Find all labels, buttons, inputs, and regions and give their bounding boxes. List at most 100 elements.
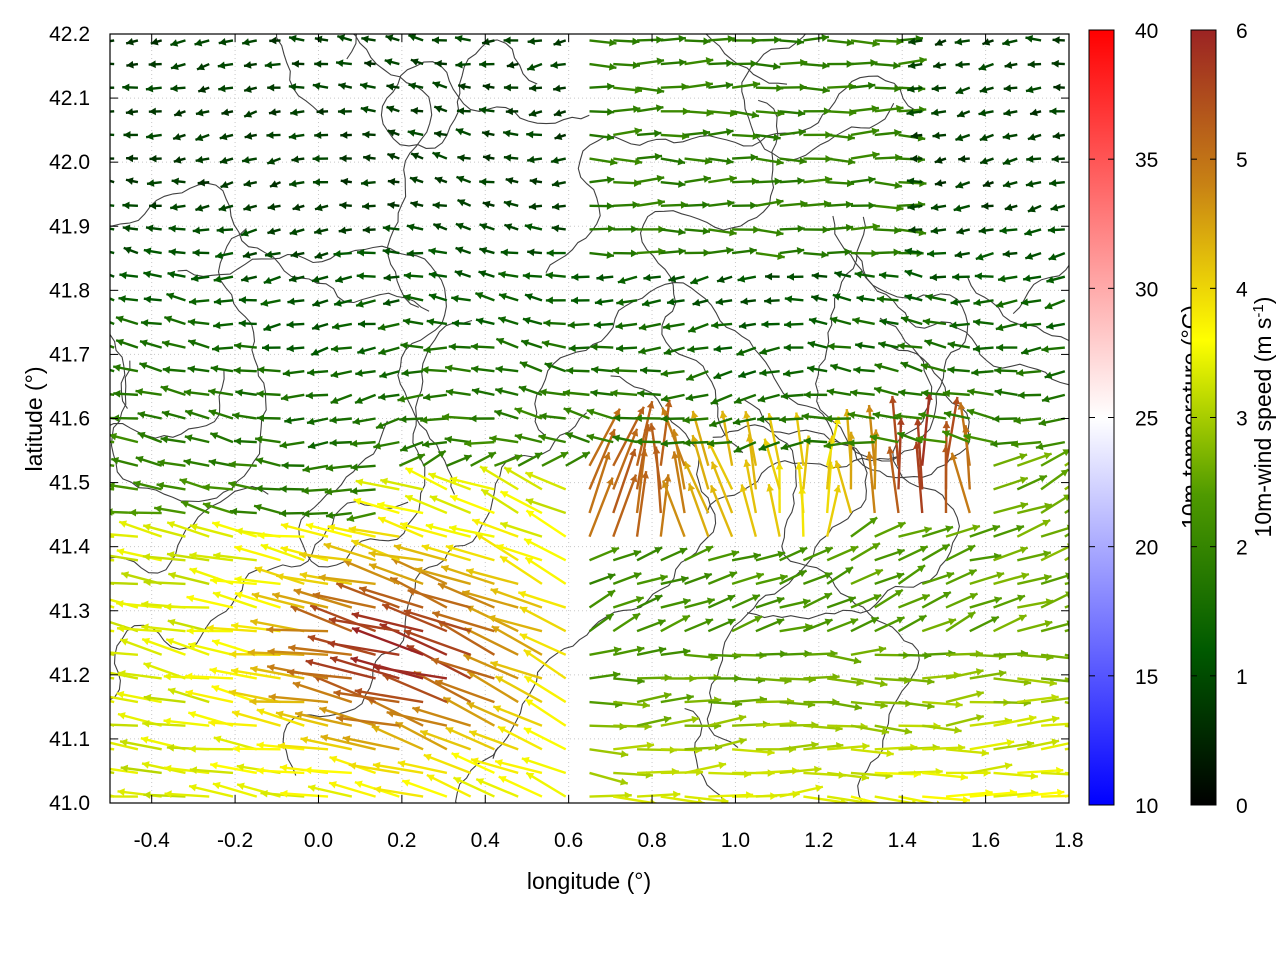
wind-vector	[324, 487, 352, 496]
wind-vector	[755, 198, 784, 208]
wind-vector	[613, 225, 639, 234]
wind-vector	[188, 745, 234, 753]
y-tick-label: 41.9	[49, 215, 90, 238]
wind-vector	[873, 386, 899, 397]
wind-vector	[110, 456, 139, 467]
wind-vector	[1016, 452, 1053, 467]
wind-vector	[189, 766, 234, 775]
wind-vector	[978, 62, 994, 71]
wind-vector	[1020, 298, 1042, 307]
wind-vector	[338, 82, 353, 90]
wind-vector	[944, 396, 961, 466]
wind-vector	[963, 433, 994, 444]
wind-vector	[470, 757, 519, 775]
wind-vector	[684, 201, 710, 209]
wind-vector	[190, 274, 210, 283]
wind-vector	[362, 202, 376, 211]
wind-vector	[452, 776, 495, 798]
wind-vector	[874, 572, 905, 586]
wind-vector	[325, 464, 352, 472]
wind-vector	[950, 298, 970, 306]
wind-vector	[218, 84, 234, 93]
wind-vector	[356, 346, 376, 355]
wind-vector	[132, 480, 162, 491]
wind-vector	[710, 393, 733, 405]
wind-vector	[288, 83, 305, 91]
wind-vector	[407, 129, 424, 137]
wind-vector	[188, 297, 210, 306]
wind-vector	[235, 388, 257, 397]
wind-vector	[404, 494, 448, 515]
wind-vector	[118, 669, 162, 680]
wind-vector	[850, 593, 882, 609]
wind-vector	[275, 572, 329, 586]
wind-vector	[897, 564, 926, 585]
wind-vector	[808, 317, 828, 326]
y-axis-title: latitude (°)	[21, 366, 47, 471]
colorbar-tick-label: 3	[1236, 408, 1248, 431]
wind-vector	[241, 38, 258, 46]
wind-vector	[143, 791, 186, 799]
wind-vector	[170, 62, 186, 70]
wind-vector	[589, 546, 620, 562]
wind-vector	[591, 365, 614, 374]
colorbar-tick-label: 5	[1236, 149, 1248, 172]
wind-vector	[240, 274, 258, 283]
wind-vector	[660, 547, 688, 562]
wind-vector	[163, 764, 210, 775]
wind-vector	[982, 179, 994, 188]
wind-vector	[264, 250, 281, 259]
wind-vector	[494, 387, 519, 397]
wind-vector	[755, 550, 786, 562]
wind-vector	[872, 411, 899, 420]
wind-vector	[541, 451, 569, 467]
wind-vector	[973, 298, 994, 307]
wind-vector	[850, 748, 894, 758]
wind-vector	[207, 388, 234, 397]
wind-vector	[779, 598, 811, 609]
wind-vector	[356, 272, 376, 280]
wind-vector	[779, 569, 808, 585]
wind-vector	[708, 109, 738, 118]
wind-vector	[539, 388, 566, 397]
wind-vector	[589, 38, 617, 47]
wind-vector	[613, 414, 638, 422]
wind-vector	[553, 109, 567, 117]
wind-vector	[291, 155, 305, 164]
wind-vector	[850, 645, 887, 656]
wind-vector	[519, 361, 543, 373]
wind-vector	[1002, 38, 1018, 47]
wind-vector	[340, 177, 352, 186]
wind-vector	[465, 568, 519, 586]
wind-vector	[340, 131, 352, 139]
wind-vector	[378, 346, 400, 356]
wind-vector	[279, 485, 305, 493]
wind-vector	[242, 251, 258, 259]
wind-vector	[708, 175, 737, 184]
wind-vector	[879, 318, 899, 326]
wind-vector	[684, 545, 714, 562]
wind-vector	[279, 440, 305, 449]
wind-vector	[110, 250, 115, 255]
wind-vector	[256, 708, 305, 727]
wind-vector	[878, 271, 899, 280]
wind-vector	[755, 228, 784, 237]
wind-vector	[687, 482, 710, 538]
wind-vector	[545, 296, 566, 305]
wind-vector	[999, 226, 1018, 235]
wind-vector	[299, 571, 353, 586]
wind-vector	[464, 439, 495, 448]
wind-vector	[442, 696, 496, 727]
wind-vector	[910, 154, 923, 163]
wind-vector	[994, 388, 1018, 397]
wind-vector	[294, 710, 353, 727]
wind-vector	[266, 131, 281, 140]
wind-vector	[759, 346, 780, 356]
wind-vector	[850, 616, 880, 633]
wind-vector	[123, 131, 138, 139]
wind-vector	[660, 58, 687, 67]
wind-vector	[874, 248, 901, 257]
wind-vector	[993, 714, 1037, 727]
wind-vector	[263, 275, 281, 285]
wind-vector	[433, 105, 448, 113]
